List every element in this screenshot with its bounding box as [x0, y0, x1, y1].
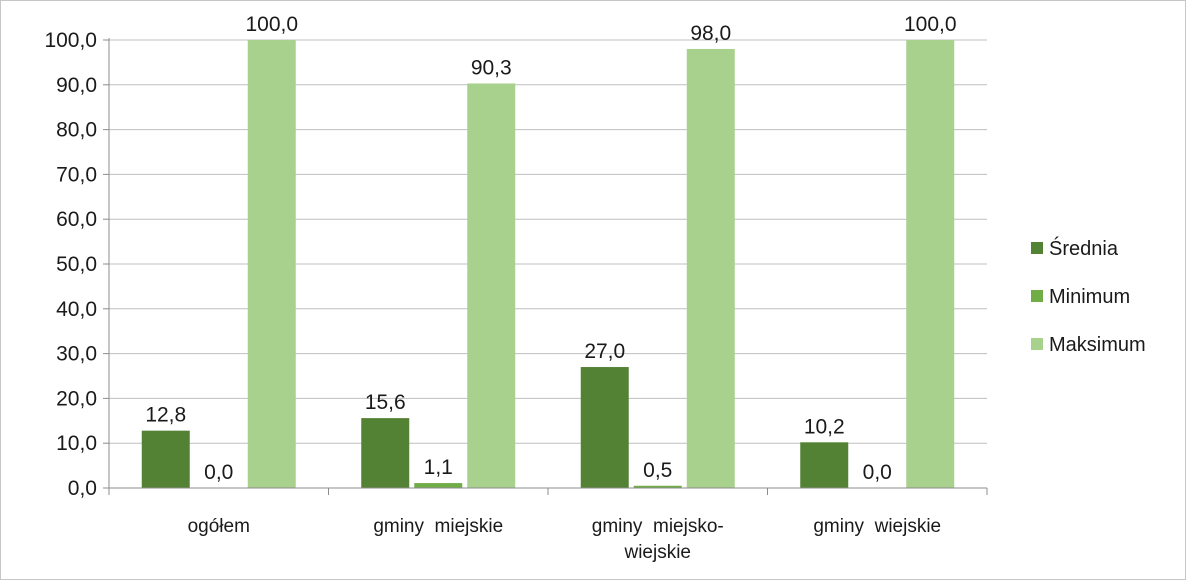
gridlines	[109, 39, 987, 444]
legend-label: Minimum	[1049, 286, 1130, 308]
x-category-label: gminy wiejskie	[813, 516, 941, 537]
bar--rednia	[361, 418, 410, 488]
data-label: 98,0	[690, 22, 731, 45]
data-label: 0,0	[204, 461, 233, 484]
data-label: 90,3	[471, 56, 512, 79]
data-label: 15,6	[365, 391, 406, 414]
y-tick-label: 30,0	[56, 343, 97, 366]
data-label: 10,2	[804, 415, 845, 438]
legend-swatch	[1031, 290, 1043, 302]
legend-label: Maksimum	[1049, 334, 1146, 356]
y-tick-label: 40,0	[56, 298, 97, 321]
y-tick-label: 70,0	[56, 163, 97, 186]
axes	[103, 38, 988, 495]
y-tick-label: 50,0	[56, 253, 97, 276]
bar--rednia	[141, 430, 190, 488]
y-tick-label: 80,0	[56, 119, 97, 142]
y-tick-label: 90,0	[56, 74, 97, 97]
y-tick-label: 20,0	[56, 387, 97, 410]
data-label: 100,0	[245, 13, 298, 36]
data-label: 12,8	[145, 404, 186, 427]
x-category-label: gminy miejskie	[373, 516, 503, 537]
data-label: 0,5	[643, 459, 672, 482]
bar-maksimum	[467, 83, 516, 489]
bar-maksimum	[686, 48, 735, 489]
legend-swatch	[1031, 338, 1043, 350]
data-label: 27,0	[584, 340, 625, 363]
y-tick-label: 0,0	[68, 477, 97, 500]
labels: 0,0 10,0 20,0 30,0 40,0 50,0 60,0 70,0 80,0 90,0 1…	[44, 13, 956, 563]
y-tick-label: 60,0	[56, 208, 97, 231]
data-label: 100,0	[904, 13, 957, 36]
bar-maksimum	[906, 40, 955, 488]
bar-maksimum	[247, 40, 296, 488]
legend: Średnia Minimum Maksimum	[1031, 236, 1146, 356]
bar-minimum	[414, 483, 463, 488]
legend-swatch	[1031, 242, 1043, 254]
y-tick-label: 10,0	[56, 432, 97, 455]
data-label: 1,1	[424, 456, 453, 479]
bars	[141, 40, 955, 489]
x-category-label: ogółem	[188, 516, 250, 537]
bar--rednia	[580, 367, 629, 488]
legend-label: Średnia	[1049, 236, 1119, 260]
bar--rednia	[800, 442, 849, 488]
y-tick-label: 100,0	[44, 29, 97, 52]
x-category-label: gminy miejsko-	[592, 516, 724, 537]
x-category-label: wiejskie	[623, 542, 691, 563]
data-label: 0,0	[863, 461, 892, 484]
bar-minimum	[633, 485, 682, 488]
